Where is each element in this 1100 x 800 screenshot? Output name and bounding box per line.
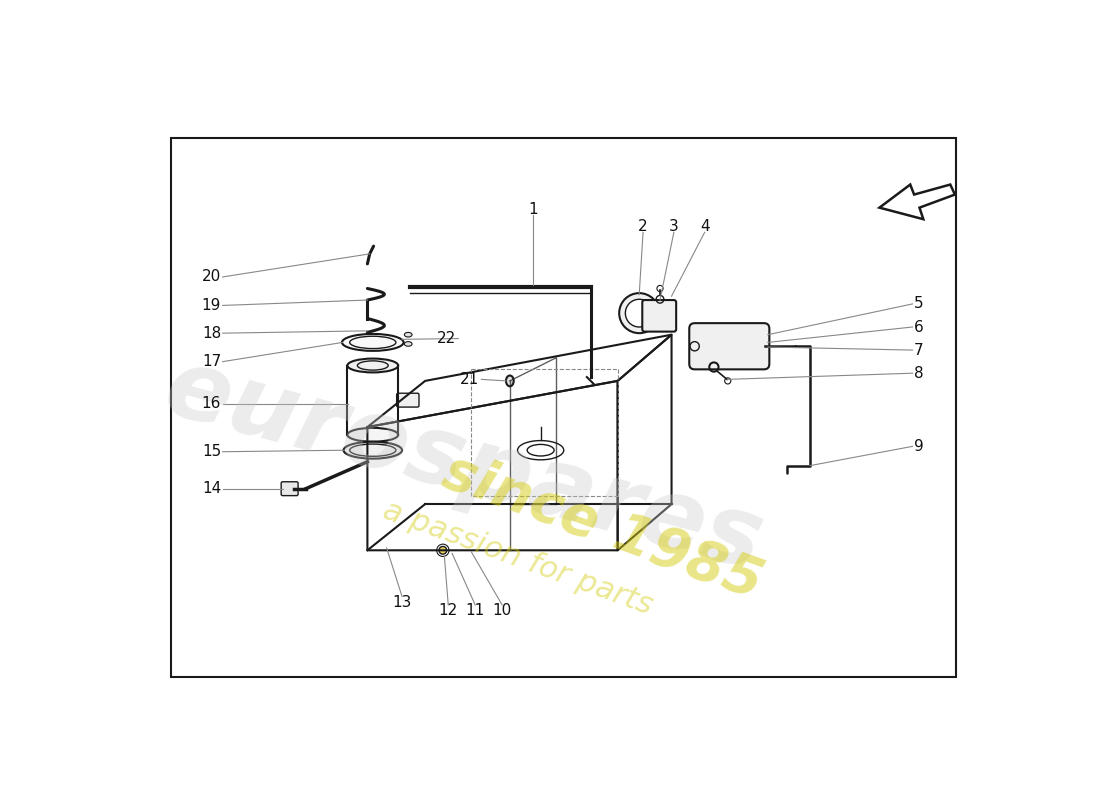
Text: 21: 21 — [460, 372, 480, 387]
Text: 11: 11 — [465, 603, 485, 618]
Text: 6: 6 — [914, 319, 924, 334]
Ellipse shape — [343, 442, 402, 458]
FancyBboxPatch shape — [642, 300, 676, 332]
Circle shape — [439, 546, 447, 554]
FancyBboxPatch shape — [690, 323, 769, 370]
Text: 4: 4 — [700, 219, 710, 234]
Text: 9: 9 — [914, 439, 924, 454]
Ellipse shape — [619, 293, 659, 333]
Text: 3: 3 — [669, 219, 679, 234]
Text: 19: 19 — [201, 298, 221, 313]
Text: since 1985: since 1985 — [436, 444, 769, 610]
Text: 2: 2 — [638, 219, 648, 234]
Ellipse shape — [348, 358, 398, 373]
Ellipse shape — [342, 334, 404, 351]
Text: 7: 7 — [914, 342, 924, 358]
Text: eurospares: eurospares — [154, 341, 773, 590]
Text: 22: 22 — [437, 331, 455, 346]
Ellipse shape — [625, 299, 653, 327]
Text: 13: 13 — [393, 595, 411, 610]
Text: 17: 17 — [202, 354, 221, 369]
Text: 18: 18 — [202, 326, 221, 341]
Text: 15: 15 — [202, 444, 221, 459]
Text: 12: 12 — [439, 603, 458, 618]
Text: 5: 5 — [914, 296, 924, 311]
Text: 10: 10 — [493, 603, 512, 618]
Text: 20: 20 — [202, 270, 221, 285]
FancyBboxPatch shape — [282, 482, 298, 496]
Ellipse shape — [348, 428, 398, 442]
Text: 14: 14 — [202, 481, 221, 496]
Ellipse shape — [405, 342, 412, 346]
Text: 16: 16 — [201, 397, 221, 411]
Ellipse shape — [506, 375, 514, 386]
Text: a passion for parts: a passion for parts — [378, 496, 657, 620]
Bar — [172, 138, 957, 678]
Text: 8: 8 — [914, 366, 924, 381]
Ellipse shape — [405, 332, 412, 337]
Text: 1: 1 — [528, 202, 538, 218]
FancyBboxPatch shape — [397, 394, 419, 407]
